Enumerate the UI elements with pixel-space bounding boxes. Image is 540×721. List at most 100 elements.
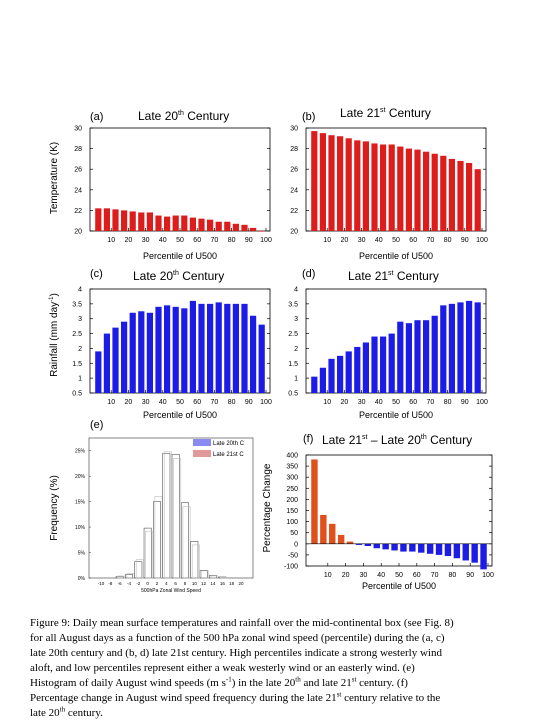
bar: [337, 136, 344, 231]
caption-line-2: for all August days as a function of the…: [30, 632, 445, 644]
bar: [129, 312, 136, 393]
x-tick-label: 20: [125, 399, 133, 406]
bar: [250, 227, 257, 231]
bar: [440, 155, 447, 231]
x-label-c: Percentile of U500: [143, 410, 217, 420]
histogram-bar: [210, 575, 219, 579]
x-tick-label: 80: [444, 237, 452, 244]
bar: [371, 143, 378, 231]
panel-letter-d: (d): [302, 268, 315, 280]
caption-line-4: aloft, and low percentiles represent eit…: [30, 662, 415, 674]
x-tick-label: -2: [136, 581, 140, 586]
bar: [328, 358, 335, 393]
bar: [474, 169, 481, 231]
x-tick-label: 100: [476, 237, 488, 244]
bar: [448, 303, 455, 393]
panel-title-d: Late 21st Century: [348, 269, 439, 283]
y-tick-label: 30: [74, 126, 82, 133]
bar: [181, 215, 188, 231]
panel-title-b: Late 21st Century: [340, 106, 431, 120]
x-tick-label: 60: [413, 572, 421, 579]
x-tick-label: 70: [431, 572, 439, 579]
y-tick-label: 200: [286, 497, 298, 504]
bar: [258, 324, 265, 393]
bar: [440, 305, 447, 393]
figure-caption: Figure 9: Daily mean surface temperature…: [30, 616, 525, 721]
bar: [103, 208, 110, 231]
bar: [103, 333, 110, 393]
bar: [388, 333, 395, 393]
bar: [462, 543, 469, 561]
x-tick-label: 40: [375, 399, 383, 406]
legend-swatch: [193, 439, 211, 446]
bar: [380, 144, 387, 231]
panel-letter-a: (a): [90, 111, 103, 123]
x-tick-label: 30: [142, 237, 150, 244]
y-tick-label: 1: [294, 376, 298, 383]
x-tick-label: 90: [461, 237, 469, 244]
figure-canvas: (a) Late 20th Century (b) Late 21st Cent…: [49, 106, 494, 594]
bar: [198, 303, 205, 393]
bar: [346, 541, 354, 544]
x-tick-label: 10: [323, 399, 331, 406]
bar: [250, 315, 257, 393]
bar: [232, 303, 239, 393]
bar: [466, 163, 473, 231]
y-tick-label: 15%: [75, 500, 86, 506]
y-tick-label: 26: [74, 167, 82, 174]
bar: [373, 543, 380, 549]
x-tick-label: 50: [392, 399, 400, 406]
bar: [328, 135, 335, 231]
y-tick-label: 50: [290, 530, 298, 537]
chart-b: 20 22 24 26 28 30 10 20 30 40 50 60 70 80 90 100: [290, 126, 488, 245]
x-tick-label: 100: [260, 237, 272, 244]
bar: [207, 219, 214, 231]
y-tick-label: 300: [286, 475, 298, 482]
y-tick-label: 4: [78, 287, 82, 294]
bar: [362, 141, 369, 231]
bar: [138, 311, 145, 393]
bar: [95, 208, 102, 231]
x-tick-label: 60: [409, 237, 417, 244]
y-tick-label: 22: [290, 208, 298, 215]
histogram-bar: [201, 570, 210, 579]
chart-e: 0% 5% 10% 15% 20% 25% -10 -8 -6 -4 -2 0 2 4 6 8 10 12 14 16…: [75, 437, 254, 594]
y-tick-label: 100: [286, 519, 298, 526]
x-tick-label: 2: [156, 581, 159, 586]
x-tick-label: -8: [108, 581, 112, 586]
bar: [474, 302, 481, 393]
bar: [382, 543, 389, 550]
histogram-bar: [182, 506, 191, 579]
x-tick-label: 20: [238, 581, 244, 586]
x-tick-label: 20: [341, 237, 349, 244]
x-tick-label: 80: [449, 572, 457, 579]
bar: [397, 321, 404, 393]
y-tick-label: 20: [290, 229, 298, 236]
y-tick-label: 3: [294, 316, 298, 323]
x-label-a: Percentile of U500: [143, 251, 217, 261]
bar: [112, 327, 119, 393]
y-tick-label: 3.5: [72, 301, 82, 308]
panel-title-c: Late 20th Century: [133, 269, 224, 283]
bar: [189, 217, 196, 231]
bar: [426, 543, 434, 554]
chart-a: 20 22 24 26 28 30 10 20 30 40 50 60 70 80 90 100: [74, 126, 272, 245]
bar: [121, 321, 128, 393]
bar: [418, 543, 425, 553]
x-tick-label: 80: [228, 399, 236, 406]
bar: [444, 543, 452, 557]
bar: [95, 351, 102, 393]
y-tick-label: 5%: [78, 551, 86, 557]
y-label-frequency: Frequency (%): [49, 475, 60, 541]
bar: [431, 315, 438, 393]
y-tick-label: 10%: [75, 525, 86, 531]
caption-line-6: Percentage change in August wind speed f…: [30, 690, 441, 704]
x-tick-label: 100: [476, 399, 488, 406]
x-tick-label: -4: [127, 581, 131, 586]
bar: [138, 212, 145, 231]
y-tick-label: 0: [294, 541, 298, 548]
y-tick-label: 0.5: [288, 391, 298, 398]
x-label-f: Percentile of U500: [362, 581, 436, 591]
bar: [453, 543, 461, 559]
caption-line-3: late 20th century and (b, d) late 21st c…: [30, 647, 442, 659]
